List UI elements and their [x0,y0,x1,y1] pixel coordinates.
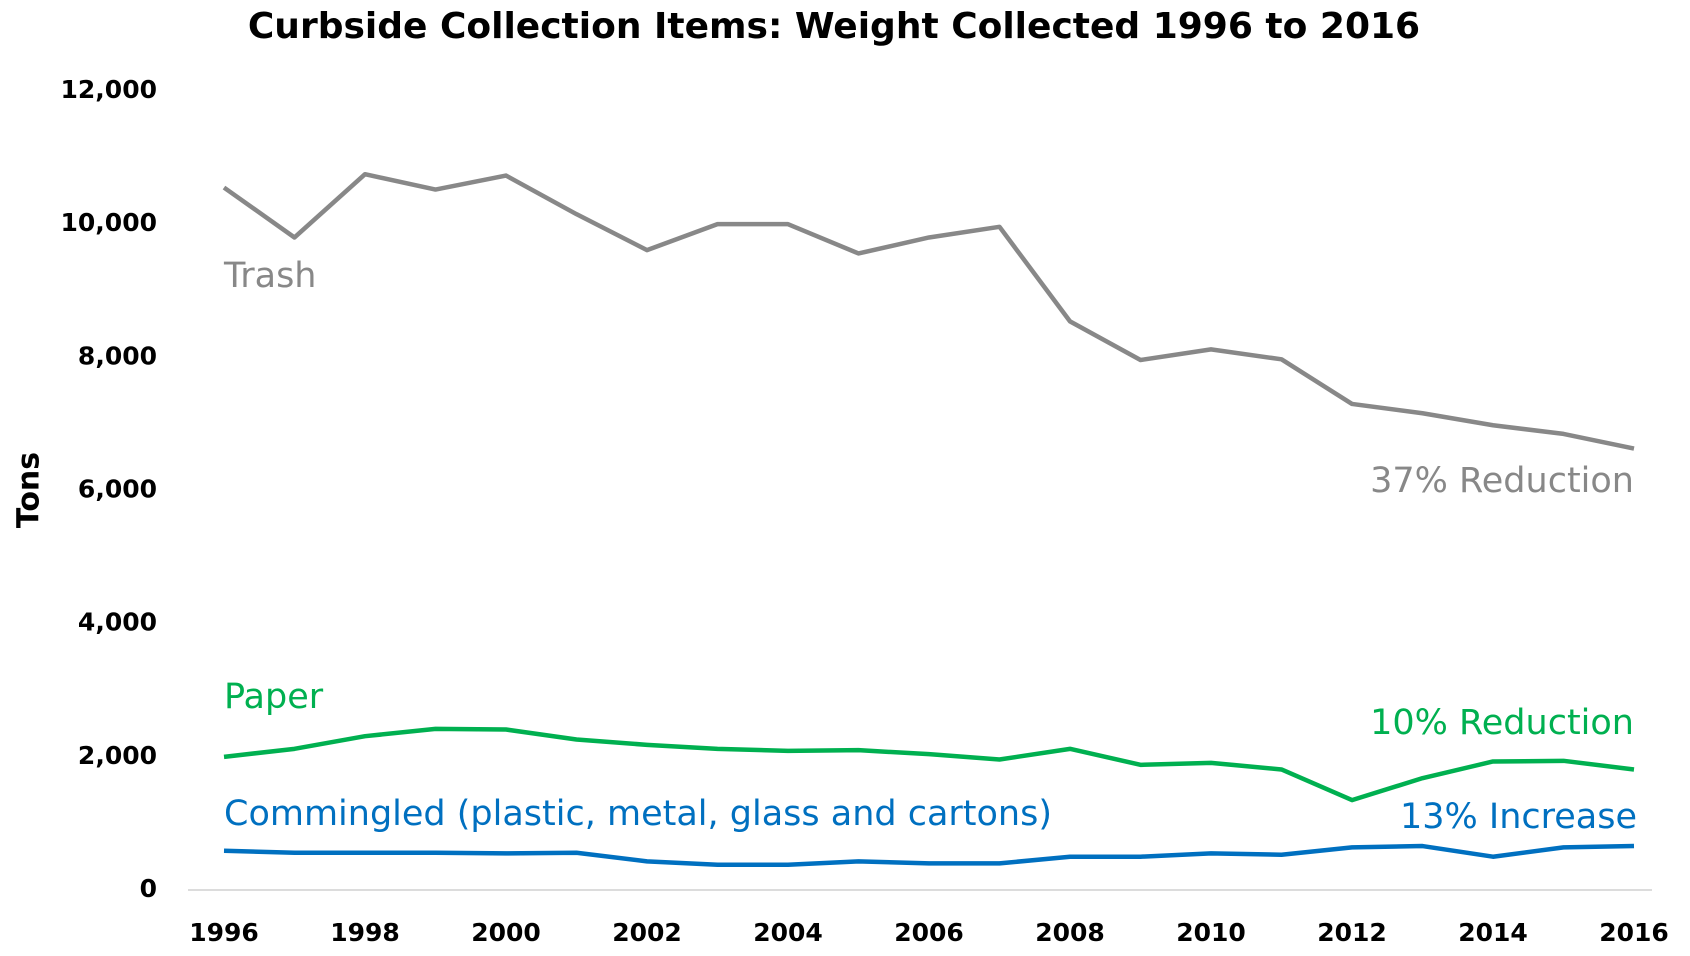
x-tick-label: 1998 [330,918,400,947]
chart-title: Curbside Collection Items: Weight Collec… [248,6,1420,47]
x-tick-label: 2016 [1599,918,1669,947]
x-tick-label: 2000 [471,918,541,947]
series-label: Trash [223,256,317,296]
x-tick-label: 1996 [189,918,259,947]
x-tick-label: 2010 [1176,918,1246,947]
x-tick-label: 2008 [1035,918,1105,947]
series-line [222,171,1635,451]
series-line [223,843,1635,867]
series-label: Paper [224,677,324,717]
y-axis-label: Tons [12,452,47,528]
annotation: 37% Reduction [1370,461,1634,501]
y-tick-label: 4,000 [78,608,157,637]
y-tick-label: 12,000 [61,75,157,104]
x-tick-label: 2002 [612,918,682,947]
series-line [223,726,1635,803]
series-label: Commingled (plastic, metal, glass and ca… [224,794,1052,834]
y-tick-label: 6,000 [78,475,157,504]
x-tick-label: 2006 [894,918,964,947]
x-tick-label: 2014 [1458,918,1528,947]
y-tick-label: 10,000 [61,208,157,237]
y-tick-label: 2,000 [78,741,157,770]
y-tick-label: 0 [140,874,157,903]
y-tick-label: 8,000 [78,341,157,370]
x-tick-label: 2012 [1317,918,1387,947]
annotation: 13% Increase [1400,797,1637,837]
x-tick-label: 2004 [753,918,823,947]
annotation: 10% Reduction [1370,703,1634,743]
